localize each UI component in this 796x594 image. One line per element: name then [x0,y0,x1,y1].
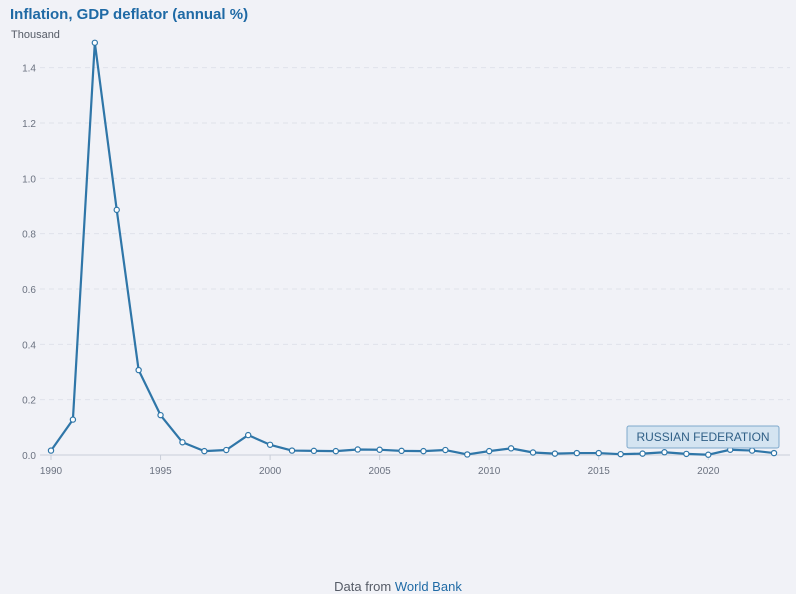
data-point [244,431,252,439]
data-point [398,447,405,455]
data-point [91,39,99,46]
y-tick-label: 0.0 [22,451,36,462]
series-line [50,41,775,456]
data-point [420,447,427,455]
chart-title: Inflation, GDP deflator (annual %) [10,6,249,23]
series-label-text: RUSSIAN FEDERATION [636,430,769,444]
unit-label: Thousand [11,29,60,41]
data-point [47,447,55,454]
x-tick-label: 1990 [40,466,63,477]
series-label-box [626,425,780,449]
y-tick-label: 1.2 [22,119,36,130]
data-point [288,447,296,454]
data-point [661,449,668,456]
y-tick-label: 0.8 [22,230,36,241]
data-point [464,451,471,458]
x-tick-label: 2005 [369,466,392,477]
data-point [113,206,120,214]
data-point [551,450,559,457]
series-label-rf[interactable]: RUSSIAN FEDERATION [626,425,780,449]
data-point [507,445,515,452]
footer: Data from World Bank [0,579,796,594]
data-point [376,446,383,453]
y-tick-label: 0.4 [22,340,36,351]
data-point [639,450,646,457]
x-tick-label: 2010 [478,466,501,477]
data-point [705,451,712,458]
footer-prefix: Data from [334,579,392,594]
data-point [354,446,361,453]
data-point [266,441,274,448]
y-tick-label: 1.0 [22,174,36,185]
y-tick-label: 1.4 [22,64,36,75]
data-point [157,411,164,419]
world-bank-link[interactable]: World Bank [394,579,462,594]
series-rf [47,39,778,458]
data-point [179,439,186,446]
x-tick-label: 1995 [149,466,172,477]
data-point [69,416,77,423]
x-tick-label: 2015 [588,466,611,477]
data-point [748,447,756,454]
data-point [573,449,581,457]
data-point [442,446,449,454]
x-tick-label: 2000 [259,466,282,477]
data-point [770,449,778,457]
x-axis-ticks: 1990 1995 2000 2005 2010 2015 2020 [40,455,720,477]
y-axis-ticks: 0.0 0.2 0.4 0.6 0.8 1.0 1.2 1.4 [22,64,36,462]
data-point [595,449,602,457]
y-tick-label: 0.6 [22,285,36,296]
data-point [485,447,493,455]
data-point [617,450,624,458]
data-point [135,366,142,374]
x-tick-label: 2020 [697,466,720,477]
data-point [683,450,690,458]
data-point [529,449,537,456]
data-point [332,447,340,455]
data-point [223,446,230,454]
y-tick-label: 0.2 [22,396,36,407]
data-point [310,447,318,455]
data-point [201,447,208,455]
